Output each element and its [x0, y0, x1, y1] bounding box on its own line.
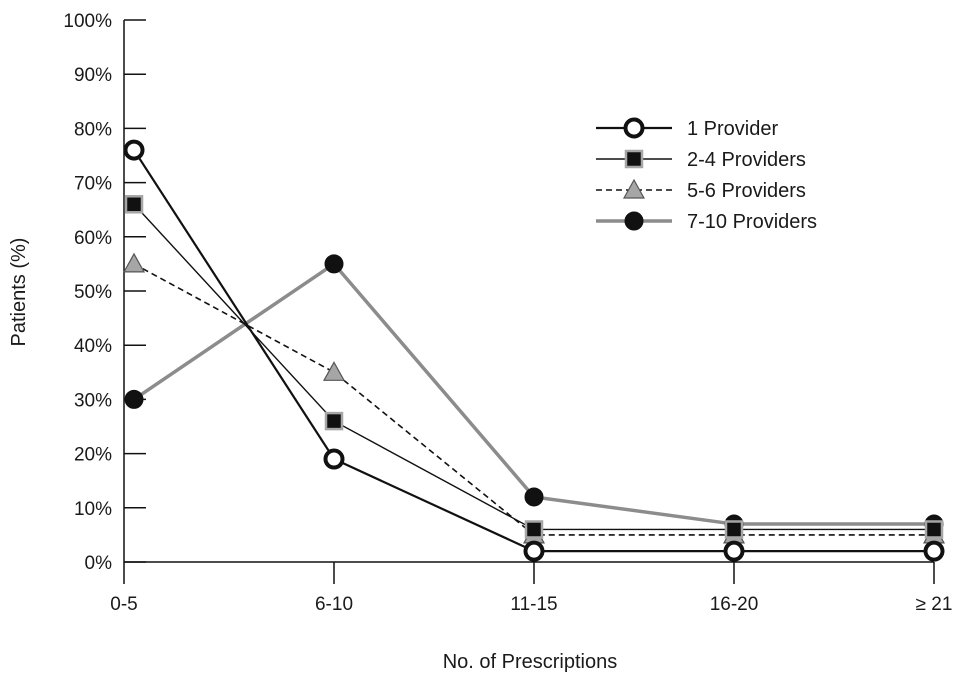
- legend-item: 2-4 Providers: [596, 149, 806, 171]
- y-tick-label: 70%: [74, 174, 112, 195]
- point-marker: [324, 254, 344, 274]
- x-tick-label: 11-15: [510, 594, 557, 615]
- series-line: [133, 261, 934, 526]
- y-tick-label: 30%: [74, 390, 112, 411]
- point-marker: [923, 540, 945, 562]
- series-markers: [123, 139, 945, 562]
- legend-item: 1 Provider: [596, 117, 778, 140]
- legend-label: 1 Provider: [687, 118, 778, 140]
- x-tick-label: 0-5: [110, 594, 137, 615]
- y-tick-label: 50%: [74, 282, 112, 303]
- series-markers: [124, 254, 944, 534]
- x-tick-label: 6-10: [315, 594, 353, 615]
- point-marker: [124, 389, 144, 409]
- point-marker: [624, 149, 644, 169]
- x-axis-title: No. of Prescriptions: [443, 651, 618, 673]
- y-axis-title: Patients (%): [8, 238, 30, 347]
- series-markers: [124, 195, 944, 539]
- legend-item: 7-10 Providers: [596, 211, 817, 233]
- y-tick-label: 60%: [74, 228, 112, 249]
- point-marker: [323, 448, 345, 470]
- y-tick-label: 90%: [74, 65, 112, 86]
- point-marker: [524, 520, 544, 539]
- point-marker: [324, 411, 344, 431]
- legend-label: 2-4 Providers: [687, 149, 806, 171]
- y-tick-label: 20%: [74, 445, 112, 466]
- point-marker: [624, 211, 644, 231]
- point-marker: [322, 361, 346, 381]
- series-line: [133, 203, 934, 531]
- legend-label: 5-6 Providers: [687, 180, 806, 202]
- y-tick-label: 10%: [74, 499, 112, 520]
- series-line-group: [133, 203, 934, 531]
- point-marker: [724, 520, 744, 539]
- point-marker: [123, 139, 145, 161]
- y-tick-label: 100%: [63, 11, 112, 32]
- x-tick-label: 16-20: [710, 594, 759, 615]
- y-tick-label: 40%: [74, 336, 112, 357]
- point-marker: [723, 540, 745, 562]
- point-marker: [124, 195, 144, 214]
- legend-item: 5-6 Providers: [596, 178, 806, 202]
- series-line-group: [133, 261, 934, 526]
- point-marker: [623, 117, 645, 139]
- legend: 1 Provider 2-4 Providers 5-6 Providers 7-10…: [596, 117, 817, 233]
- legend-label: 7-10 Providers: [687, 211, 817, 233]
- series-layer: [122, 139, 946, 562]
- point-marker: [524, 487, 544, 507]
- x-tick-label: ≥ 21: [916, 594, 953, 615]
- point-marker: [622, 178, 646, 199]
- point-marker: [924, 520, 944, 539]
- y-tick-label: 80%: [74, 119, 112, 140]
- point-marker: [523, 540, 545, 562]
- y-tick-label: 0%: [85, 553, 113, 574]
- y-axis: 0% 10% 20% 30% 40% 50% 60% 70% 80% 90% 100%: [63, 11, 146, 574]
- point-marker: [122, 252, 146, 273]
- x-axis: 0-5 6-10 11-15 16-20 ≥ 21: [110, 561, 953, 615]
